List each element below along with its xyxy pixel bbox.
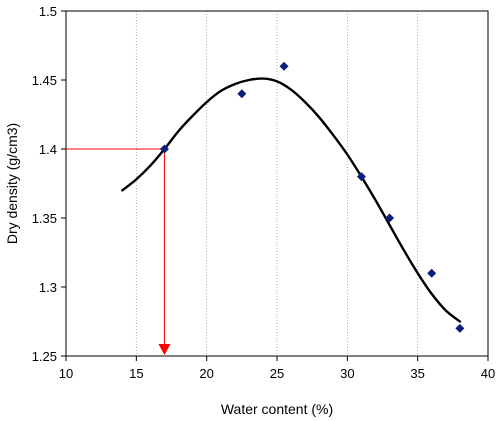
y-tick-label: 1.4 bbox=[39, 142, 57, 157]
tick-layer: 10 15 20 25 30 35 40 1.25 1.3 1.35 1.4 1.45 1.5 bbox=[32, 4, 496, 381]
data-point bbox=[159, 144, 169, 154]
arrow-head-icon bbox=[158, 344, 171, 355]
x-tick-label: 10 bbox=[59, 366, 73, 381]
data-point bbox=[385, 213, 395, 223]
x-tick-label: 20 bbox=[199, 366, 213, 381]
point-layer bbox=[159, 61, 465, 333]
x-tick-label: 40 bbox=[481, 366, 495, 381]
y-tick-label: 1.3 bbox=[39, 280, 57, 295]
y-tick-label: 1.45 bbox=[32, 73, 57, 88]
data-point bbox=[356, 172, 366, 182]
annotation-layer bbox=[66, 148, 171, 355]
grid-layer bbox=[135, 11, 419, 356]
x-tick-label: 35 bbox=[410, 366, 424, 381]
data-point bbox=[427, 268, 437, 278]
fit-curve bbox=[121, 77, 462, 323]
y-tick-label: 1.25 bbox=[32, 349, 57, 364]
y-axis-title: Dry density (g/cm3) bbox=[4, 123, 20, 244]
y-tick-label: 1.35 bbox=[32, 211, 57, 226]
x-tick-label: 15 bbox=[129, 366, 143, 381]
data-point bbox=[455, 323, 465, 333]
data-point bbox=[279, 61, 289, 71]
x-tick-label: 25 bbox=[270, 366, 284, 381]
data-point bbox=[237, 89, 247, 99]
x-axis-title: Water content (%) bbox=[221, 401, 333, 417]
x-tick-label: 30 bbox=[340, 366, 354, 381]
y-tick-label: 1.5 bbox=[39, 4, 57, 19]
